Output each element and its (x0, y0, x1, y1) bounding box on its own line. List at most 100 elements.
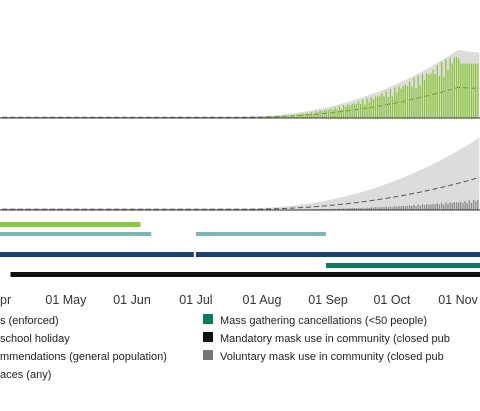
mid-bar (377, 207, 379, 210)
mid-bar (428, 204, 430, 210)
mid-bar (417, 204, 419, 210)
mid-bar (426, 204, 428, 210)
top-bar (449, 57, 451, 118)
top-bar (366, 98, 368, 118)
top-bar (340, 109, 343, 118)
top-bar (453, 57, 455, 118)
top-bar (362, 99, 364, 118)
mid-bar (396, 206, 398, 210)
x-tick-label: 01 Jun (113, 293, 151, 307)
mid-bar (453, 202, 455, 210)
top-bar (353, 103, 355, 118)
top-bar (455, 56, 458, 118)
top-bar (417, 75, 419, 118)
top-bar (268, 116, 270, 118)
mid-bar (404, 205, 406, 210)
legend-swatch-right-2 (203, 350, 213, 360)
top-bar (415, 88, 417, 118)
mid-bar (336, 208, 338, 210)
top-bar (404, 84, 406, 118)
top-bar (296, 114, 298, 118)
top-bar (468, 63, 470, 118)
top-bar (276, 116, 279, 118)
top-bar (377, 96, 379, 118)
intervention-bar-6 (10, 272, 480, 277)
mid-bar (464, 200, 466, 210)
intervention-bar-1 (0, 232, 152, 236)
top-bar (270, 116, 272, 118)
top-bar (387, 97, 389, 118)
top-bar (370, 97, 372, 118)
top-bar (357, 101, 360, 118)
top-bar (477, 63, 479, 118)
top-bar (396, 92, 398, 118)
mid-bar (477, 199, 479, 210)
mid-bar (460, 201, 462, 210)
mid-bar (438, 204, 441, 210)
mid-bar (355, 208, 357, 210)
top-bar (413, 78, 415, 118)
mid-bar (402, 205, 404, 210)
top-bar (302, 113, 304, 118)
mid-bar (342, 208, 345, 210)
mid-bar (447, 203, 449, 210)
top-bar (406, 86, 409, 118)
top-band (2, 50, 480, 118)
top-bar (317, 112, 319, 118)
top-bar (293, 115, 296, 118)
mid-bar (374, 207, 377, 210)
mid-bar (445, 202, 447, 210)
top-bar (325, 109, 328, 118)
legend-label-left-3: aces (any) (0, 369, 51, 381)
top-bar (460, 63, 462, 118)
intervention-bar-0 (0, 222, 141, 227)
mid-bar (338, 208, 340, 210)
mid-bar (366, 207, 368, 210)
mid-bar (349, 208, 351, 210)
top-bar (349, 105, 351, 118)
mid-bar (406, 205, 409, 210)
mid-bar (400, 206, 402, 210)
top-bar (379, 96, 381, 118)
x-tick-label: 01 Nov (438, 293, 478, 307)
top-bar (319, 110, 321, 118)
top-bar (432, 69, 434, 118)
top-bar (411, 87, 413, 118)
top-bar (445, 59, 447, 118)
mid-bar (372, 207, 375, 210)
mid-bar (370, 207, 372, 210)
mid-bar (466, 203, 468, 210)
top-bar (426, 73, 428, 118)
mid-bar (470, 202, 473, 210)
top-bar (360, 104, 362, 118)
top-bar (441, 61, 443, 118)
top-bar (372, 99, 375, 118)
top-bar (338, 106, 340, 118)
top-bar (351, 104, 353, 118)
top-bar (385, 91, 387, 118)
top-bar (274, 116, 276, 118)
mid-bar (334, 208, 336, 210)
top-bar (285, 116, 287, 118)
top-bar (374, 96, 377, 118)
mid-bar (458, 202, 460, 210)
top-bar (279, 116, 281, 118)
mid-bar (421, 204, 424, 210)
top-bar (304, 113, 306, 118)
top-bar (311, 111, 313, 118)
mid-bar (353, 208, 355, 210)
mid-bar (468, 200, 470, 210)
top-bar (447, 70, 449, 118)
top-bar (328, 109, 330, 118)
mid-bar (475, 201, 477, 210)
top-bar (342, 105, 345, 118)
mid-bar (432, 203, 434, 210)
mid-bar (364, 208, 366, 210)
mid-bar (449, 202, 451, 210)
top-bar (364, 104, 366, 118)
mid-bar (443, 204, 445, 210)
mid-bar (362, 207, 364, 210)
intervention-timeline (0, 222, 480, 277)
mid-bar (332, 208, 334, 210)
